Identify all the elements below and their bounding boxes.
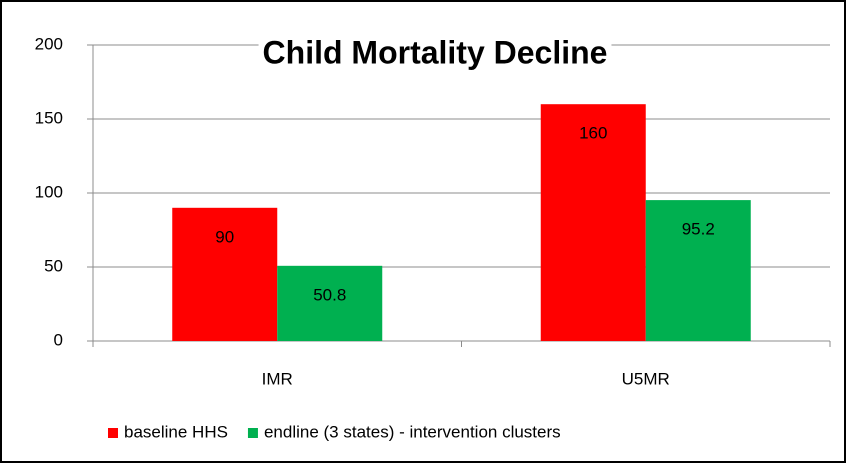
bar <box>172 207 278 341</box>
data-label: 90 <box>215 227 234 246</box>
bar <box>645 200 751 341</box>
data-label: 50.8 <box>313 285 346 304</box>
data-label: 95.2 <box>682 220 715 239</box>
title-background <box>258 34 612 71</box>
legend-label: endline (3 states) - intervention cluste… <box>264 422 561 441</box>
chart-title: Child Mortality Decline <box>263 34 608 70</box>
data-label: 160 <box>579 124 607 143</box>
y-tick-label: 200 <box>35 34 63 53</box>
legend-swatch <box>108 428 118 438</box>
bar <box>540 104 646 341</box>
y-tick-label: 50 <box>44 256 63 275</box>
x-tick-label: IMR <box>262 369 293 388</box>
y-tick-label: 100 <box>35 182 63 201</box>
x-tick-label: U5MR <box>622 369 670 388</box>
bar <box>277 265 383 341</box>
y-tick-label: 0 <box>54 330 63 349</box>
y-tick-label: 150 <box>35 108 63 127</box>
legend-label: baseline HHS <box>124 422 228 441</box>
legend-swatch <box>247 428 258 438</box>
